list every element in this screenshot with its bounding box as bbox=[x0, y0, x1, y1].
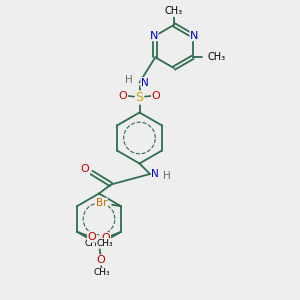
Text: CH₃: CH₃ bbox=[84, 239, 101, 248]
Text: CH₃: CH₃ bbox=[165, 6, 183, 16]
Text: O: O bbox=[80, 164, 89, 175]
Text: N: N bbox=[190, 31, 198, 41]
Text: N: N bbox=[152, 169, 159, 179]
Text: O: O bbox=[96, 255, 105, 265]
Text: CH₃: CH₃ bbox=[94, 268, 110, 277]
Text: O: O bbox=[118, 91, 127, 101]
Text: Br: Br bbox=[96, 198, 107, 208]
Text: O: O bbox=[102, 233, 110, 243]
Text: CH₃: CH₃ bbox=[97, 239, 113, 248]
Text: H: H bbox=[163, 171, 170, 182]
Text: N: N bbox=[141, 77, 149, 88]
Text: O: O bbox=[88, 232, 96, 242]
Text: O: O bbox=[152, 91, 160, 101]
Text: H: H bbox=[125, 75, 133, 85]
Text: N: N bbox=[150, 31, 158, 41]
Text: CH₃: CH₃ bbox=[208, 52, 226, 62]
Text: S: S bbox=[136, 91, 143, 104]
